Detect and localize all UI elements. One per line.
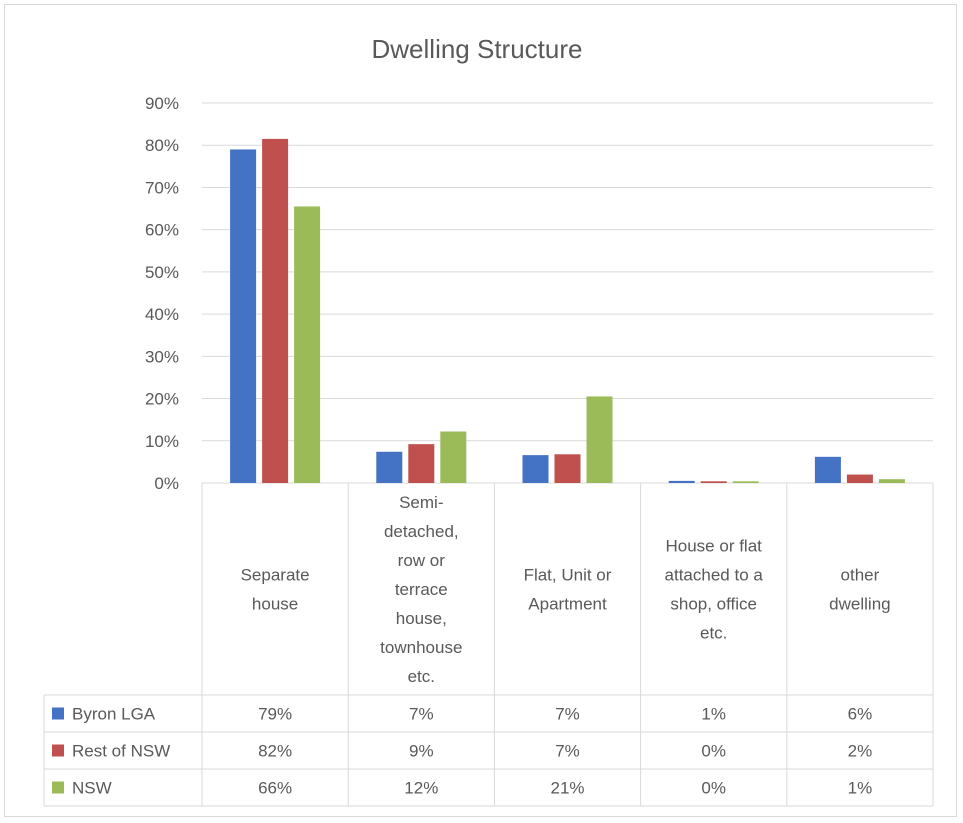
category-label-line: etc. — [408, 667, 435, 686]
y-tick-label: 50% — [145, 263, 179, 282]
category-label-line: Semi- — [399, 493, 443, 512]
category-label: Semi-detached, row or terrace house, townhou… — [380, 493, 462, 686]
category-label-line: townhouse — [380, 638, 462, 657]
legend-label: NSW — [72, 779, 112, 798]
category-label-line: etc. — [700, 624, 727, 643]
table-cell-value: 7% — [409, 705, 434, 724]
bar-rest-of-nsw — [408, 444, 435, 483]
category-label-line: Flat, Unit or — [524, 566, 612, 585]
chart: Dwelling Structure 0% 10% 20% 30% 40% 50% 60% 7… — [43, 34, 934, 807]
table-cell-value: 2% — [848, 742, 873, 761]
category-label-line: Separate — [241, 566, 310, 585]
bar-byron-lga — [230, 149, 257, 483]
table-cell-value: 1% — [701, 705, 726, 724]
y-tick-label: 40% — [145, 305, 179, 324]
table-cell-value: 9% — [409, 742, 434, 761]
legend-swatch — [52, 707, 64, 720]
table-cell-value: 7% — [555, 742, 580, 761]
category-label-line: house — [252, 595, 298, 614]
table-cell-value: 0% — [701, 742, 726, 761]
category-label: other dwelling — [829, 566, 890, 614]
y-tick-label: 20% — [145, 390, 179, 409]
category-label-line: attached to a — [665, 566, 764, 585]
category-label-line: shop, office — [670, 595, 757, 614]
category-label-line: dwelling — [829, 595, 890, 614]
bar-nsw — [294, 206, 321, 483]
table-cell-value: 66% — [258, 779, 292, 798]
y-tick-label: 90% — [145, 94, 179, 113]
category-label-line: House or flat — [666, 537, 763, 556]
bar-nsw — [440, 431, 467, 483]
table-cell-value: 79% — [258, 705, 292, 724]
bar-byron-lga — [814, 456, 841, 483]
category-label-line: terrace — [395, 580, 448, 599]
category-label-line: other — [841, 566, 880, 585]
y-tick-label: 80% — [145, 136, 179, 155]
y-tick-label: 70% — [145, 178, 179, 197]
table-cell-value: 12% — [404, 779, 438, 798]
category-label: Separate house — [241, 566, 310, 614]
bar-nsw — [732, 481, 759, 483]
y-tick-label: 60% — [145, 221, 179, 240]
legend-label: Byron LGA — [72, 705, 156, 724]
bar-byron-lga — [522, 455, 549, 483]
table-cell-value: 7% — [555, 705, 580, 724]
category-label-line: row or — [398, 551, 446, 570]
category-label-line: house, — [396, 609, 447, 628]
chart-title: Dwelling Structure — [372, 34, 583, 64]
legend-label: Rest of NSW — [72, 742, 170, 761]
table-cell-value: 6% — [848, 705, 873, 724]
category-label-line: Apartment — [528, 595, 607, 614]
table-cell-value: 82% — [258, 742, 292, 761]
bar-nsw — [878, 479, 905, 483]
bar-byron-lga — [376, 451, 403, 483]
table-cell-value: 1% — [848, 779, 873, 798]
bar-rest-of-nsw — [262, 138, 289, 483]
y-tick-label: 0% — [154, 474, 179, 493]
table-cell-value: 21% — [550, 779, 584, 798]
table-cell-value: 0% — [701, 779, 726, 798]
category-label: House or flat attached to a shop, office et… — [665, 537, 764, 643]
category-label-line: detached, — [384, 522, 459, 541]
legend-swatch — [52, 744, 64, 757]
y-tick-label: 30% — [145, 347, 179, 366]
chart-frame: Dwelling Structure 0% 10% 20% 30% 40% 50% 60% 7… — [4, 4, 957, 817]
category-label: Flat, Unit or Apartment — [524, 566, 612, 614]
y-tick-label: 10% — [145, 432, 179, 451]
bar-rest-of-nsw — [554, 454, 581, 483]
bar-byron-lga — [668, 480, 695, 483]
bar-rest-of-nsw — [846, 474, 873, 483]
bar-nsw — [586, 396, 613, 483]
legend-swatch — [52, 781, 64, 794]
bar-rest-of-nsw — [700, 481, 727, 483]
